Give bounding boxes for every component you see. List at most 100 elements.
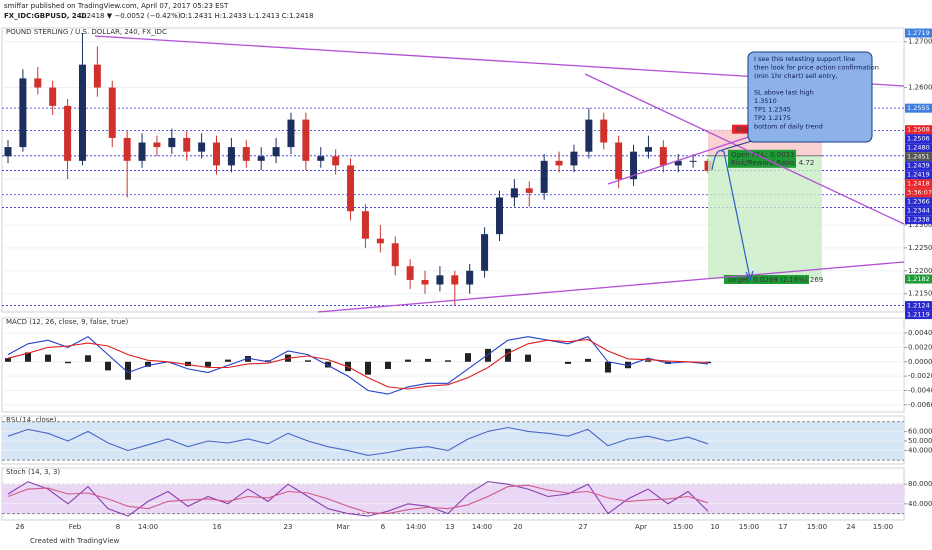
y-tick-label: 1.2150	[908, 290, 932, 298]
histogram-bar	[185, 361, 191, 367]
x-tick-label: 14:00	[138, 523, 158, 531]
y-tick-label: 1.2600	[908, 84, 932, 92]
price-label: 1.2555	[907, 104, 930, 112]
y-tick-label: 1.2250	[908, 244, 932, 252]
candle-body	[138, 142, 146, 161]
histogram-bar	[125, 361, 131, 380]
price-label: 1.2344	[907, 207, 930, 215]
candle-body	[49, 87, 57, 106]
price-label-bg	[905, 310, 932, 320]
price-label-bg	[905, 152, 932, 162]
ohlc: O:1.2431 H:1.2433 L:1.2413 C:1.2418	[180, 12, 314, 20]
histogram-bar	[325, 361, 331, 368]
histogram-bar	[385, 361, 391, 369]
histogram-bar	[605, 361, 611, 373]
pane-title: Stoch (14, 3, 3)	[6, 468, 60, 476]
price-label: 1.2439	[907, 162, 930, 170]
histogram-bar	[565, 361, 571, 364]
x-tick-label: 27	[579, 523, 588, 531]
panes: POUND STERLING / U.S. DOLLAR, 240, FX_ID…	[1, 27, 932, 531]
y-tick-label: 0.0040	[908, 329, 932, 337]
price-label-bg	[905, 274, 932, 284]
trend-line	[317, 261, 905, 313]
candle-body	[19, 78, 27, 148]
price-label: 1.2418	[907, 180, 930, 188]
price-label-bg	[905, 103, 932, 113]
candle-body	[78, 64, 86, 161]
histogram-bar	[265, 360, 271, 362]
candle-body	[213, 142, 221, 166]
candle-body	[659, 147, 667, 166]
price-label: 1.2419	[907, 171, 930, 179]
histogram-bar	[525, 354, 531, 362]
histogram-bar	[365, 361, 371, 375]
histogram-bar	[205, 361, 211, 367]
y-tick-label: 0.0000	[908, 358, 932, 366]
trend-line	[584, 73, 905, 225]
x-tick-label: 15:00	[807, 523, 827, 531]
histogram-bar	[305, 360, 311, 362]
x-tick-label: 16	[213, 523, 222, 531]
histogram-bar	[485, 348, 491, 362]
pane-title: RSI (14, close)	[6, 416, 57, 424]
y-tick-label: 40.0000	[908, 500, 932, 508]
histogram-bar	[85, 355, 91, 362]
candle-body	[555, 160, 563, 166]
indicator-line	[7, 484, 709, 515]
y-tick-label: 1.2300	[908, 221, 932, 229]
price-label-bg	[905, 28, 932, 38]
price-label-bg	[905, 125, 932, 135]
histogram-bar	[445, 360, 451, 362]
symbol: FX_IDC:GBPUSD, 240	[4, 12, 87, 20]
pl-label: Open P&L: 0.0033	[731, 151, 795, 159]
trend-line	[607, 127, 776, 185]
candle-body	[302, 119, 310, 161]
y-tick-label: -0.0020	[908, 372, 932, 380]
x-tick-label: Feb	[69, 523, 82, 531]
price-label: 1.2508	[907, 126, 930, 134]
histogram-bar	[405, 359, 411, 362]
y-tick-label: 1.2200	[908, 267, 932, 275]
indicator-line	[7, 426, 709, 456]
candle-body	[361, 211, 369, 239]
candle-body	[108, 87, 116, 138]
y-tick-label: 0.0020	[908, 343, 932, 351]
candle-body	[585, 119, 593, 152]
candle-body	[466, 270, 474, 285]
callout-box	[747, 51, 873, 143]
price-label: 1.2366	[907, 198, 930, 206]
histogram-bar	[245, 356, 251, 362]
histogram-bar	[225, 359, 231, 362]
candle-body	[570, 151, 578, 166]
candle-body	[510, 188, 518, 198]
histogram-bar	[645, 360, 651, 362]
histogram-bar	[105, 361, 111, 371]
note-line: I see this retesting support line	[754, 55, 855, 63]
candle-body	[332, 156, 340, 166]
arrow-head	[745, 270, 754, 282]
y-tick-label: 40.0000	[908, 447, 932, 455]
x-tick-label: 15:00	[673, 523, 693, 531]
note-line: 1.3510	[754, 97, 777, 105]
note-line: (min 1hr chart) sell entry,	[754, 72, 838, 80]
candle-body	[64, 105, 72, 161]
price-label: 1.2719	[907, 29, 930, 37]
price-label: 1.2506	[907, 135, 930, 143]
candle-body	[198, 142, 206, 152]
candle-body	[242, 147, 250, 161]
candle-body	[600, 119, 608, 143]
x-tick-label: 15:00	[739, 523, 759, 531]
candle-body	[406, 266, 414, 280]
candle-body	[481, 234, 489, 271]
x-tick-label: 8	[116, 523, 120, 531]
candle-body	[347, 165, 355, 212]
histogram-bar	[65, 361, 71, 364]
price-label-bg	[905, 301, 932, 311]
pane-title: POUND STERLING / U.S. DOLLAR, 240, FX_ID…	[6, 28, 167, 36]
candle-body	[123, 137, 131, 161]
price-label-bg	[905, 215, 932, 225]
x-tick-label: 10	[711, 523, 720, 531]
target-label-bg	[724, 275, 809, 285]
note-line: TP1 1.2345	[753, 106, 791, 114]
